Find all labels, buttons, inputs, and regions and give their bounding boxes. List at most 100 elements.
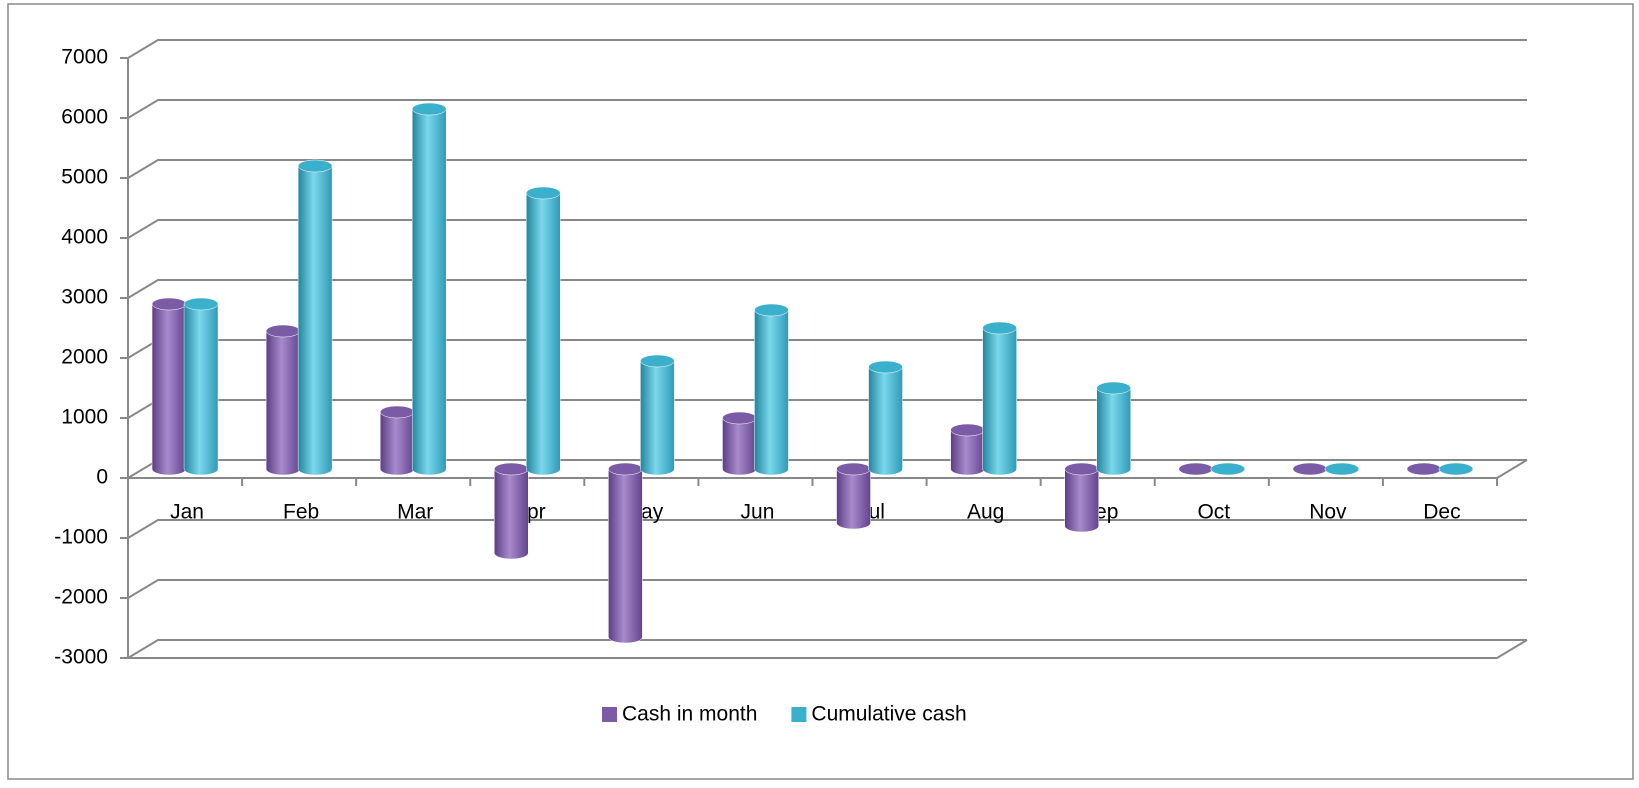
cylinder	[151, 297, 187, 476]
cylinder-body	[608, 468, 643, 644]
cylinder-body	[754, 309, 789, 476]
cylinder-body	[1096, 387, 1131, 476]
y-tick-label: -1000	[54, 526, 108, 549]
cylinder	[1438, 462, 1474, 476]
cylinder-top	[1178, 462, 1214, 476]
cylinder-body	[1064, 468, 1099, 533]
cylinder-top	[1324, 462, 1360, 476]
y-tick-label: 0	[96, 466, 108, 489]
grid-line	[127, 339, 1527, 359]
legend-label: Cumulative cash	[811, 703, 966, 726]
cylinder-body	[982, 327, 1017, 476]
y-tick-label: 6000	[61, 106, 108, 129]
grid-line	[127, 399, 1527, 419]
cylinder-top	[379, 405, 415, 419]
grid-line	[127, 159, 1527, 179]
cylinder-top	[1406, 462, 1442, 476]
cylinder-top	[754, 303, 789, 317]
cylinder-top	[1438, 462, 1474, 476]
cylinder-top	[608, 462, 643, 476]
legend-swatch	[602, 707, 617, 722]
cylinder	[950, 423, 985, 476]
cylinder-top	[265, 324, 301, 338]
cylinder-top	[722, 411, 757, 425]
floor-edge	[128, 639, 1528, 659]
cylinder-top	[411, 102, 447, 116]
cylinder-top	[494, 462, 529, 476]
cylinder	[640, 354, 675, 476]
cylinder	[411, 102, 447, 476]
cylinder-body	[151, 303, 187, 476]
cylinder-body	[640, 360, 675, 476]
cylinder-top	[1292, 462, 1328, 476]
grid-line	[127, 279, 1527, 299]
x-tick-label: Jan	[170, 501, 204, 524]
cylinder	[868, 360, 903, 476]
chart-frame	[7, 3, 1634, 780]
cylinder	[1096, 381, 1131, 476]
x-tick-label: Aug	[967, 501, 1004, 524]
y-tick-label: 1000	[61, 406, 108, 429]
cylinder	[379, 405, 415, 476]
cylinder-body	[265, 330, 301, 476]
y-tick-label: 7000	[61, 46, 108, 69]
cylinder	[297, 159, 333, 476]
cylinder	[836, 462, 871, 530]
grid-line	[127, 579, 1527, 599]
x-tick-label: Jun	[741, 501, 775, 524]
cylinder	[722, 411, 757, 476]
x-tick-label: Oct	[1197, 501, 1230, 524]
cylinder-top	[1210, 462, 1246, 476]
cylinder-body	[411, 108, 447, 476]
cylinder-top	[1064, 462, 1099, 476]
y-tick-label: 4000	[61, 226, 108, 249]
x-tick-label: Dec	[1423, 501, 1460, 524]
cylinder-body	[526, 192, 561, 476]
cylinder-body	[836, 468, 871, 530]
grid-line	[127, 639, 1527, 659]
y-tick-label: 3000	[61, 286, 108, 309]
cylinder-top	[183, 297, 219, 311]
cylinder	[526, 186, 561, 476]
cylinder-top	[982, 321, 1017, 335]
y-tick-label: 2000	[61, 346, 108, 369]
cylinder-top	[526, 186, 561, 200]
legend-swatch	[791, 707, 807, 722]
cylinder-top	[836, 462, 871, 476]
y-tick-label: 5000	[61, 166, 108, 189]
cylinder	[608, 462, 643, 644]
cylinder-top	[950, 423, 985, 437]
grid-line	[127, 219, 1527, 239]
cylinder-body	[494, 468, 529, 560]
cylinder	[1178, 462, 1214, 476]
cylinder	[1324, 462, 1360, 476]
cylinder	[1292, 462, 1328, 476]
cylinder	[754, 303, 789, 476]
cylinder-body	[379, 411, 415, 476]
y-tick-label: -3000	[54, 646, 108, 669]
legend-label: Cash in month	[622, 703, 757, 726]
cylinder-top	[297, 159, 333, 173]
cylinder-top	[868, 360, 903, 374]
cylinder-body	[183, 303, 219, 476]
x-tick-label: Mar	[397, 501, 433, 524]
y-tick-label: -2000	[54, 586, 108, 609]
x-tick-label: Nov	[1309, 501, 1347, 524]
cylinder-top	[640, 354, 675, 368]
grid-line	[127, 99, 1527, 119]
cylinder	[494, 462, 529, 560]
cylinder	[1210, 462, 1246, 476]
cylinder	[265, 324, 301, 476]
cylinder	[982, 321, 1017, 476]
cylinder	[183, 297, 219, 476]
cylinder-top	[1096, 381, 1131, 395]
cylinder	[1064, 462, 1099, 533]
cylinder-body	[868, 366, 903, 476]
cylinder	[1406, 462, 1442, 476]
cylinder-body	[297, 165, 333, 476]
cylinder-body	[722, 417, 757, 476]
cylinder-body	[950, 429, 985, 476]
grid-line	[127, 39, 1527, 59]
x-tick-label: Feb	[283, 501, 319, 524]
